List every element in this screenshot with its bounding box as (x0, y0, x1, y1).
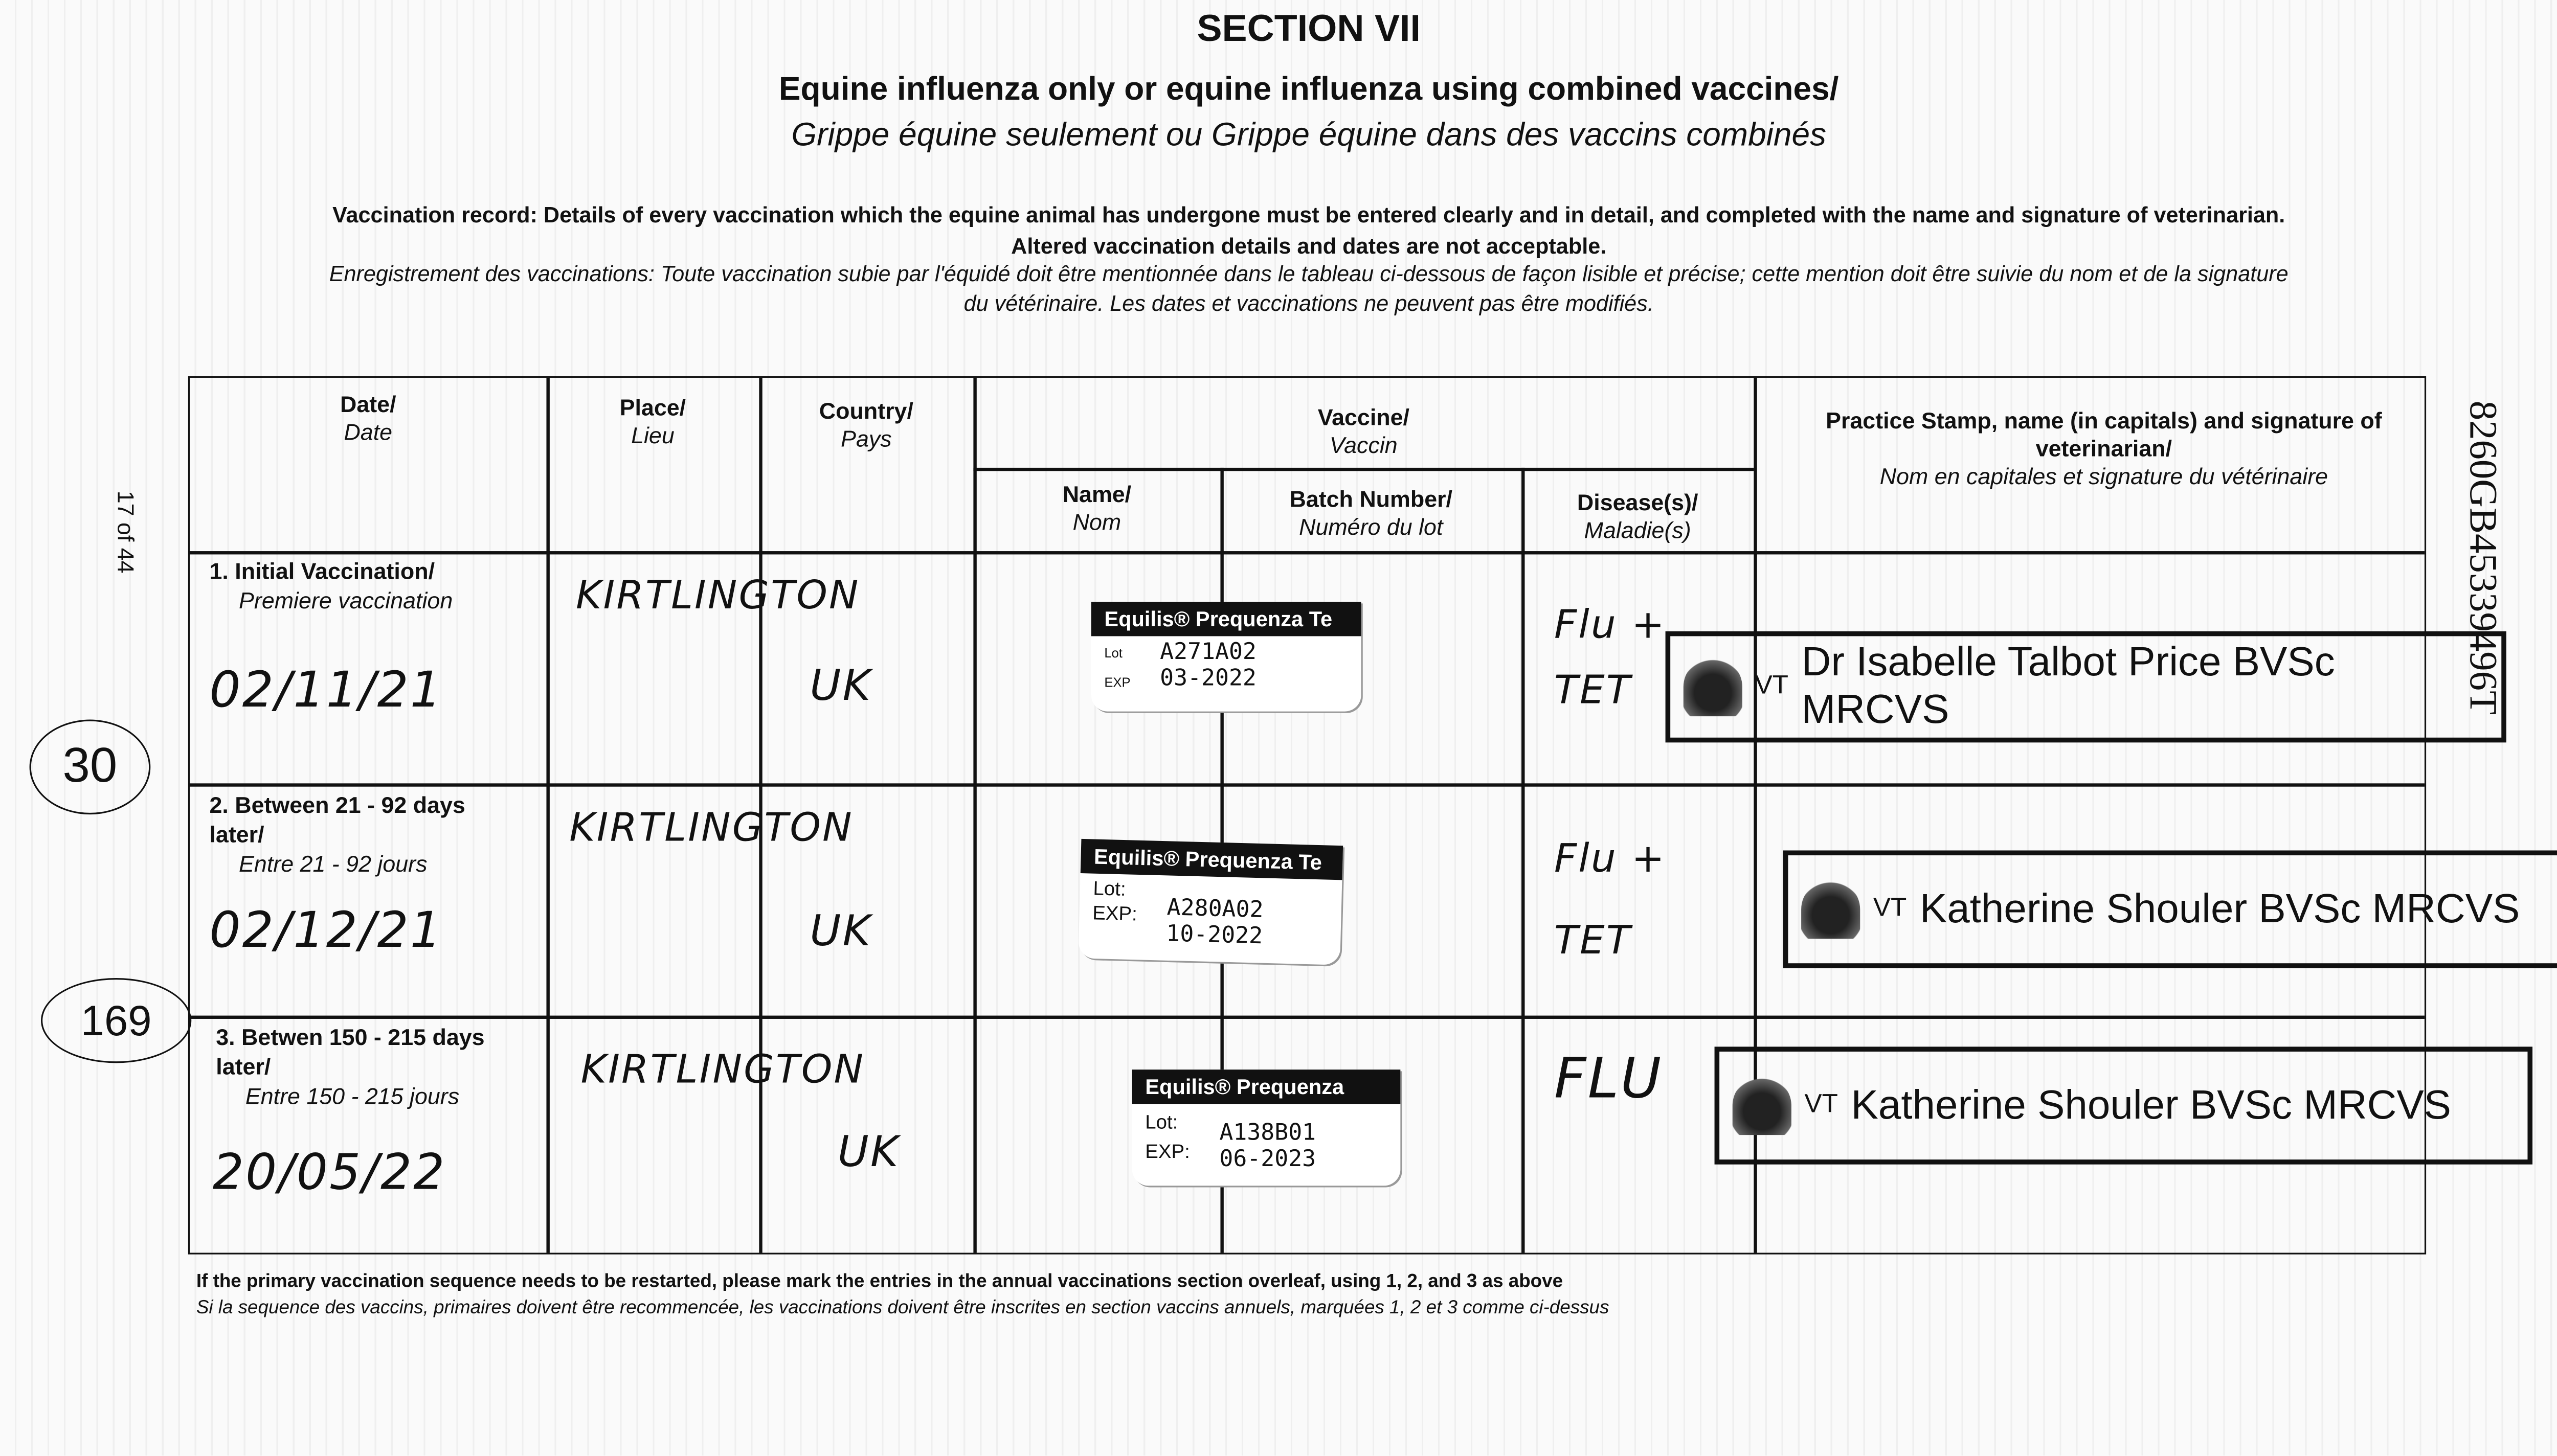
header-disease: Disease(s)/Maladie(s) (1577, 489, 1698, 543)
row-disease: Flu + TET (1554, 835, 1666, 964)
intro-en-2: Altered vaccination details and dates ar… (1011, 234, 1607, 259)
vaccine-sticker: Equilis® Prequenza Te Lot EXP A271A02 03-20… (1091, 602, 1361, 712)
vet-stamp: VT Dr Isabelle Talbot Price BVSc MRCVS (1665, 631, 2506, 743)
intro-fr-2: du vétérinaire. Les dates et vaccination… (963, 291, 1654, 316)
row-country: UK (810, 662, 872, 712)
vet-stamp: VT Katherine Shouler BVSc MRCVS (1714, 1046, 2533, 1165)
row-country: UK (810, 907, 872, 957)
title-en: Equine influenza only or equine influenz… (778, 72, 1839, 108)
practice-logo-icon (1732, 1076, 1791, 1135)
header-practice: Practice Stamp, name (in capitals) and s… (1826, 407, 2382, 489)
row-place: KIRTLINGTON (580, 1046, 865, 1093)
circled-note: 30 (29, 719, 151, 815)
header-batch: Batch Number/Numéro du lot (1289, 486, 1453, 540)
row-disease: Flu + TET (1554, 602, 1666, 713)
row-country: UK (837, 1128, 900, 1178)
header-name: Name/Nom (1062, 481, 1132, 535)
vaccination-table: Date/Date Place/Lieu Country/Pays Vaccin… (188, 376, 2427, 1255)
intro-en-1: Vaccination record: Details of every vac… (332, 202, 2285, 228)
header-country: Country/Pays (819, 397, 913, 451)
row-place: KIRTLINGTON (569, 804, 854, 851)
title-fr: Grippe équine seulement ou Grippe équine… (791, 118, 1827, 154)
vet-stamp: VT Katherine Shouler BVSc MRCVS (1783, 850, 2557, 968)
footer-fr: Si la sequence des vaccins, primaires do… (196, 1299, 1609, 1318)
page-marker: 17 of 44 (113, 490, 139, 574)
header-date: Date/Date (340, 391, 396, 445)
row-date: 02/12/21 (209, 902, 443, 960)
vaccine-sticker: Equilis® Prequenza Lot: EXP: A138B01 06-202… (1132, 1070, 1401, 1186)
circled-note: 169 (40, 978, 192, 1063)
intro-fr-1: Enregistrement des vaccinations: Toute v… (329, 261, 2289, 286)
practice-logo-icon (1801, 880, 1860, 939)
row-place: KIRTLINGTON (576, 572, 860, 619)
vaccine-sticker: Equilis® Prequenza Te Lot: EXP: A280A02 10-… (1078, 838, 1343, 965)
row-date: 02/11/21 (209, 662, 443, 720)
row-label: 3. Betwen 150 - 215 days later/Entre 150… (216, 1023, 485, 1109)
header-vaccine: Vaccine/Vaccin (1317, 404, 1409, 458)
row-date: 20/05/22 (212, 1145, 446, 1202)
practice-logo-icon (1683, 657, 1742, 717)
row-label: 1. Initial Vaccination/Premiere vaccinat… (209, 557, 453, 613)
footer-en: If the primary vaccination sequence need… (196, 1272, 1563, 1292)
row-label: 2. Between 21 - 92 days later/Entre 21 -… (209, 791, 465, 877)
header-place: Place/Lieu (619, 394, 686, 448)
row-disease: FLU (1554, 1046, 1663, 1112)
section-title: SECTION VII (1197, 6, 1421, 49)
